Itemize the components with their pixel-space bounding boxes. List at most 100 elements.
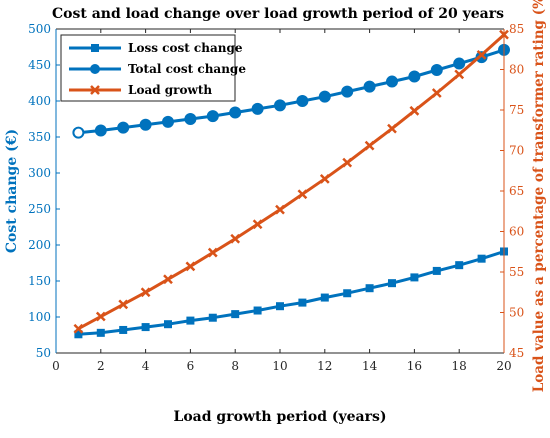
- point-total-cost-change: [251, 102, 264, 115]
- point-total-cost-change: [94, 124, 107, 137]
- chart-title: Cost and load change over load growth pe…: [52, 6, 504, 22]
- right-tick-label: 60: [509, 225, 524, 239]
- point-loss-cost-change: [410, 273, 419, 282]
- point-total-cost-change: [341, 85, 354, 98]
- point-loss-cost-change: [74, 330, 83, 339]
- point-total-cost-change: [139, 118, 152, 131]
- point-load-growth: [252, 219, 263, 230]
- point-load-growth: [275, 204, 285, 215]
- x-tick-label: 16: [407, 359, 422, 373]
- x-tick-label: 6: [187, 359, 195, 373]
- point-load-growth: [431, 88, 442, 98]
- point-loss-cost-change: [388, 279, 396, 288]
- point-loss-cost-change: [298, 298, 307, 307]
- point-total-cost-change: [408, 70, 421, 83]
- x-axis-label: Load growth period (years): [173, 409, 386, 425]
- point-load-growth: [409, 105, 420, 116]
- point-load-growth: [297, 189, 308, 200]
- x-tick-label: 4: [142, 359, 150, 373]
- point-total-cost-change: [386, 75, 398, 88]
- point-loss-cost-change: [164, 320, 172, 329]
- point-load-growth: [140, 287, 151, 298]
- point-loss-cost-change: [320, 293, 329, 302]
- point-load-growth: [387, 123, 397, 134]
- point-loss-cost-change: [455, 261, 464, 270]
- point-total-cost-change: [453, 57, 466, 70]
- point-loss-cost-change: [253, 306, 262, 315]
- point-loss-cost-change: [343, 289, 352, 298]
- right-axis-label: Load value as a percentage of transforme…: [531, 0, 547, 392]
- point-total-cost-change: [274, 99, 286, 112]
- point-load-growth: [163, 274, 173, 285]
- x-tick-label: 0: [52, 359, 60, 373]
- x-tick-label: 14: [362, 359, 378, 373]
- point-loss-cost-change: [231, 310, 240, 319]
- left-tick-label: 500: [28, 22, 51, 36]
- left-tick-label: 150: [28, 274, 51, 288]
- point-total-cost-change: [430, 64, 443, 77]
- point-loss-cost-change: [141, 323, 150, 332]
- point-load-growth: [207, 247, 218, 258]
- left-tick-label: 50: [36, 346, 51, 360]
- legend-marker-total: [90, 64, 100, 74]
- legend-label-total: Total cost change: [128, 62, 246, 76]
- point-total-cost-change: [296, 95, 309, 107]
- x-axis-ticks: 0 2 4 6 8 10 12 14 16 18 20: [52, 29, 512, 373]
- point-total-cost-change: [363, 80, 376, 93]
- left-tick-label: 250: [28, 202, 51, 216]
- right-axis-ticks: 45 50 55 60 65 70 75 80 85: [500, 22, 524, 360]
- left-axis-label: Cost change (€): [4, 129, 20, 253]
- point-load-growth: [185, 261, 196, 272]
- point-loss-cost-change: [432, 266, 441, 275]
- point-total-cost-change: [117, 121, 130, 134]
- x-tick-label: 8: [231, 359, 239, 373]
- x-tick-label: 2: [97, 359, 105, 373]
- left-tick-label: 350: [28, 130, 51, 144]
- point-loss-cost-change: [276, 302, 284, 311]
- point-loss-cost-change: [119, 325, 128, 334]
- right-tick-label: 45: [509, 346, 524, 360]
- point-total-cost-change: [184, 113, 197, 125]
- right-tick-label: 70: [509, 144, 524, 158]
- point-loss-cost-change: [365, 284, 374, 293]
- point-total-cost-change: [206, 110, 219, 123]
- point-load-growth: [73, 323, 84, 334]
- x-tick-label: 10: [272, 359, 287, 373]
- point-load-growth: [476, 50, 487, 60]
- legend-marker-loss: [91, 44, 99, 52]
- point-load-growth: [230, 233, 241, 244]
- left-tick-label: 300: [28, 166, 51, 180]
- point-load-growth: [118, 299, 129, 310]
- legend-marker-load: [90, 85, 100, 95]
- left-axis-ticks: 50 100 150 200 250 300 350 400 450 500: [28, 22, 60, 360]
- x-tick-label: 20: [496, 359, 511, 373]
- right-tick-label: 75: [509, 103, 524, 117]
- legend-label-loss: Loss cost change: [128, 41, 243, 55]
- x-tick-label: 12: [317, 359, 332, 373]
- point-loss-cost-change: [96, 328, 105, 337]
- point-total-cost-change: [162, 115, 174, 128]
- point-loss-cost-change: [208, 313, 217, 322]
- right-tick-label: 80: [509, 63, 524, 77]
- point-loss-cost-change: [186, 316, 195, 325]
- point-load-growth: [95, 311, 106, 322]
- right-tick-label: 50: [509, 306, 524, 320]
- legend-label-load: Load growth: [128, 83, 212, 97]
- point-total-cost-change: [318, 90, 331, 103]
- left-tick-label: 100: [28, 310, 51, 324]
- right-tick-label: 65: [509, 184, 524, 198]
- point-load-growth: [319, 173, 330, 184]
- point-load-growth: [454, 69, 465, 80]
- legend: Loss cost change Total cost change Load …: [60, 34, 246, 102]
- left-tick-label: 200: [28, 238, 51, 252]
- point-total-cost-change: [229, 106, 242, 119]
- left-tick-label: 450: [28, 58, 51, 72]
- right-tick-label: 55: [509, 265, 524, 279]
- x-tick-label: 18: [452, 359, 467, 373]
- point-load-growth: [342, 157, 353, 168]
- right-tick-label: 85: [509, 22, 524, 36]
- point-load-growth: [364, 140, 375, 151]
- point-total-cost-change: [72, 126, 85, 139]
